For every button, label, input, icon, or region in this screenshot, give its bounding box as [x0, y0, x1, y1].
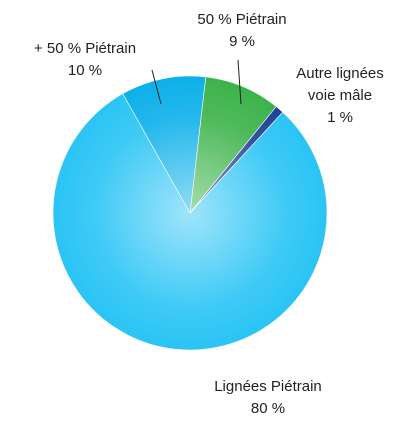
category-label: Lignées Piétrain — [214, 378, 322, 395]
value-label: 10 % — [67, 62, 103, 79]
value-label: 1 % — [327, 109, 353, 126]
category-label: Autre lignées voie mâle — [296, 65, 384, 104]
slice-label: Autre lignées voie mâle 1 % — [285, 63, 395, 129]
slice-label: 50 % Piétrain 9 % — [172, 9, 312, 53]
value-label: 80 % — [250, 400, 286, 417]
category-label: + 50 % Piétrain — [33, 40, 137, 57]
slice-label: + 50 % Piétrain 10 % — [10, 38, 160, 82]
value-label: 9 % — [229, 33, 255, 50]
leader-line — [237, 59, 242, 105]
leader-line — [151, 69, 162, 105]
category-label: 50 % Piétrain — [197, 11, 287, 28]
slice-label: Lignées Piétrain 80 % — [188, 376, 348, 420]
